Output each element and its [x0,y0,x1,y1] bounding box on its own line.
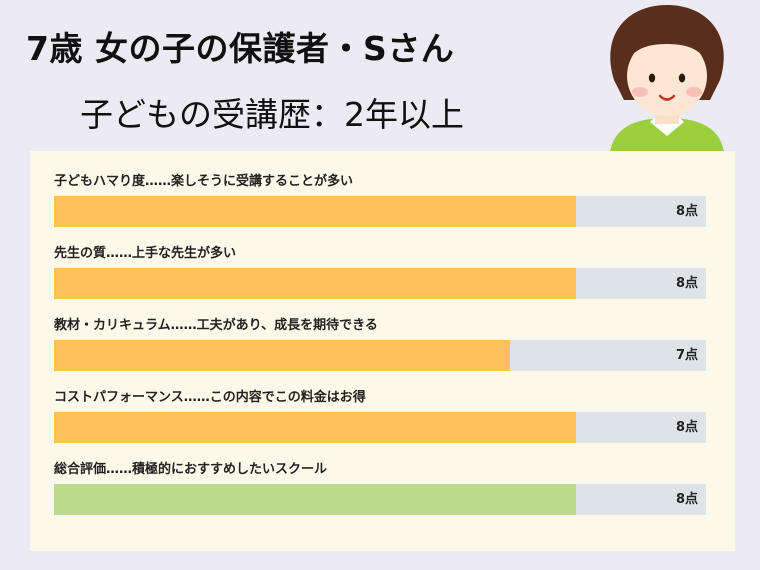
bar-track: 8点 [54,484,706,515]
bar-fill [54,412,576,443]
left-eye [648,73,656,83]
rating-item: 教材・カリキュラム……工夫があり、成長を期待できる 7点 [54,315,706,371]
score-label: 8点 [675,204,698,219]
bar-track: 8点 [54,412,706,443]
bar-fill [54,268,576,299]
rating-item: 先生の質……上手な先生が多い 8点 [54,243,706,299]
category-label: コストパフォーマンス……この内容でこの料金はお得 [54,390,366,405]
category-label: 総合評価……積極的におすすめしたいスクール [54,462,328,477]
score-label: 8点 [675,420,698,435]
face [627,36,707,116]
bar-track: 8点 [54,268,706,299]
parent-avatar-illustration [610,5,724,152]
category-label: 先生の質……上手な先生が多い [54,246,237,261]
bar-fill [54,196,576,227]
page-title: 7歳 女の子の保護者・Sさん [26,29,455,68]
bar-track: 7点 [54,340,706,371]
bar-fill [54,340,510,371]
bar-track: 8点 [54,196,706,227]
rating-item: コストパフォーマンス……この内容でこの料金はお得 8点 [54,387,706,443]
score-label: 8点 [675,492,698,507]
page-subtitle: 子どもの受講歴：2年以上 [80,95,464,134]
rating-chart-panel: 子どもハマり度……楽しそうに受講することが多い 8点 先生の質……上手な先生が多い 8… [30,151,735,551]
smile [658,94,676,101]
right-eye [678,73,686,83]
score-label: 7点 [675,348,698,363]
rating-item: 子どもハマり度……楽しそうに受講することが多い 8点 [54,171,706,227]
rating-item: 総合評価……積極的におすすめしたいスクール 8点 [54,459,706,515]
category-label: 子どもハマり度……楽しそうに受講することが多い [54,174,354,189]
hair-bangs [621,14,713,70]
category-label: 教材・カリキュラム……工夫があり、成長を期待できる [54,318,378,333]
score-label: 8点 [675,276,698,291]
bar-fill [54,484,576,515]
